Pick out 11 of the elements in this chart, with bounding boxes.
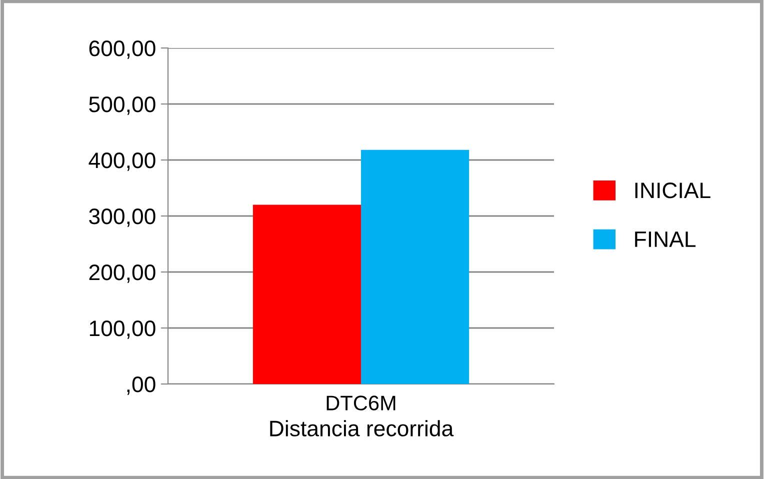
y-tick-label: 400,00 bbox=[88, 152, 156, 171]
y-tick-label: 500,00 bbox=[89, 96, 156, 115]
legend-label: FINAL bbox=[635, 232, 696, 247]
y-tick-label: ,00 bbox=[127, 376, 156, 395]
x-axis-title: Distancia recorrida bbox=[270, 420, 454, 436]
y-tick-label: 600,00 bbox=[89, 40, 156, 59]
y-tick-label: 200,00 bbox=[89, 264, 156, 283]
y-tick-label: 100,00 bbox=[90, 320, 156, 339]
y-tick-label: 300,00 bbox=[89, 208, 156, 227]
legend-label: INICIAL bbox=[635, 182, 710, 198]
x-tick-label: DTC6M bbox=[326, 396, 396, 410]
